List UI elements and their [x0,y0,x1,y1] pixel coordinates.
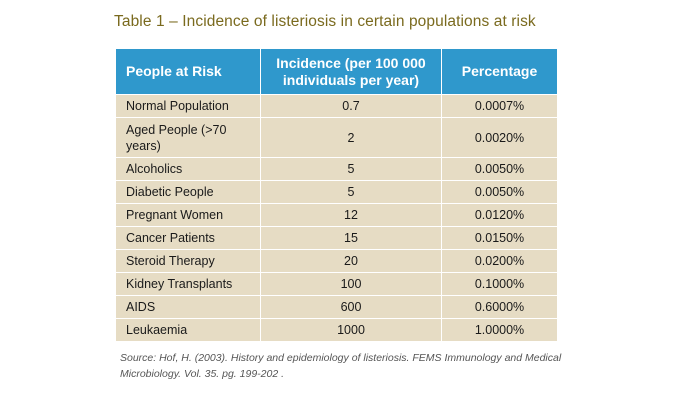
population-cell: AIDS [116,295,261,318]
percentage-cell: 0.0200% [442,249,557,272]
population-cell: Leukaemia [116,318,261,341]
header-people-at-risk: People at Risk [116,49,261,94]
header-incidence: Incidence (per 100 000 individuals per y… [261,49,442,94]
percentage-cell: 0.0050% [442,157,557,180]
table-row: Aged People (>70 years) 2 0.0020% [116,117,557,157]
population-cell: Steroid Therapy [116,249,261,272]
incidence-cell: 2 [261,117,442,157]
percentage-cell: 0.1000% [442,272,557,295]
incidence-cell: 20 [261,249,442,272]
percentage-cell: 0.0007% [442,94,557,117]
table-row: Leukaemia 1000 1.0000% [116,318,557,341]
table-title: Table 1 – Incidence of listeriosis in ce… [114,13,536,30]
table-row: Diabetic People 5 0.0050% [116,180,557,203]
table-row: Normal Population 0.7 0.0007% [116,94,557,117]
population-cell: Cancer Patients [116,226,261,249]
population-cell: Pregnant Women [116,203,261,226]
percentage-cell: 0.0050% [442,180,557,203]
table-row: Pregnant Women 12 0.0120% [116,203,557,226]
population-cell: Kidney Transplants [116,272,261,295]
incidence-cell: 5 [261,157,442,180]
incidence-cell: 1000 [261,318,442,341]
percentage-cell: 0.0150% [442,226,557,249]
population-cell: Normal Population [116,94,261,117]
percentage-cell: 0.6000% [442,295,557,318]
incidence-cell: 15 [261,226,442,249]
incidence-cell: 600 [261,295,442,318]
incidence-cell: 0.7 [261,94,442,117]
population-cell: Alcoholics [116,157,261,180]
header-percentage: Percentage [442,49,557,94]
table-row: AIDS 600 0.6000% [116,295,557,318]
table-header-row: People at Risk Incidence (per 100 000 in… [116,49,557,94]
table-row: Alcoholics 5 0.0050% [116,157,557,180]
listeriosis-incidence-table: People at Risk Incidence (per 100 000 in… [116,49,557,341]
table-row: Kidney Transplants 100 0.1000% [116,272,557,295]
percentage-cell: 0.0020% [442,117,557,157]
population-cell: Aged People (>70 years) [116,117,261,157]
table-row: Steroid Therapy 20 0.0200% [116,249,557,272]
incidence-cell: 5 [261,180,442,203]
percentage-cell: 0.0120% [442,203,557,226]
incidence-cell: 12 [261,203,442,226]
table-row: Cancer Patients 15 0.0150% [116,226,557,249]
incidence-cell: 100 [261,272,442,295]
percentage-cell: 1.0000% [442,318,557,341]
source-citation: Source: Hof, H. (2003). History and epid… [120,352,562,380]
population-cell: Diabetic People [116,180,261,203]
